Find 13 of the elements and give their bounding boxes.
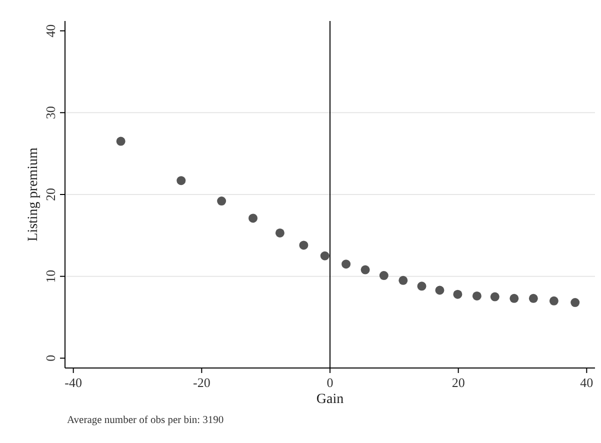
x-axis-title: Gain [316, 392, 344, 407]
x-tick-label: -20 [193, 375, 210, 390]
x-tick-label: 20 [452, 375, 465, 390]
x-tick-label: -40 [64, 375, 82, 390]
y-tick-label: 40 [43, 24, 58, 38]
y-tick-label: 30 [43, 106, 58, 120]
x-tick-label: 0 [326, 375, 334, 390]
y-tick-label: 0 [43, 354, 58, 362]
y-tick-label: 20 [43, 188, 58, 201]
text: Average number of obs per bin: 3190 [67, 415, 224, 426]
y-axis-title: Listing premium [26, 148, 41, 242]
x-tick-label: 40 [580, 375, 594, 390]
y-tick-label: 10 [43, 270, 58, 283]
